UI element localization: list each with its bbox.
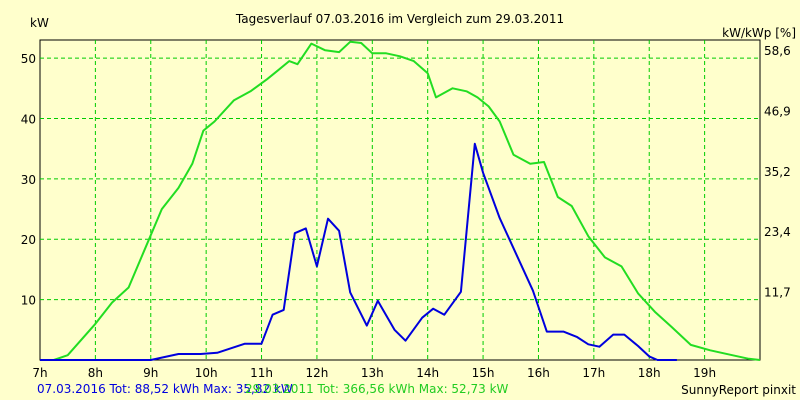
- y-tick-label-left: 10: [21, 294, 36, 308]
- x-tick-label: 9h: [143, 366, 158, 380]
- series-line-2016: [40, 142, 677, 361]
- y-tick-label-right: 46,9: [764, 104, 791, 118]
- y-tick-label-left: 50: [21, 52, 36, 66]
- y-tick-label-left: 40: [21, 112, 36, 126]
- series-line-2011: [40, 40, 761, 361]
- y-tick-label-left: 30: [21, 173, 36, 187]
- y-tick-label-right: 35,2: [764, 165, 791, 179]
- chart-title: Tagesverlauf 07.03.2016 im Vergleich zum…: [235, 12, 564, 26]
- tick-labels: 7h 8h 9h 10h 11h 12h 13h 14h 15h 16h 17h 18h 19h 10 11…: [21, 44, 791, 380]
- x-tick-label: 19h: [693, 366, 716, 380]
- grid: [40, 40, 760, 360]
- x-tick-label: 8h: [88, 366, 103, 380]
- y-axis-label-right: kW/kWp [%]: [722, 26, 796, 40]
- y-tick-label-left: 20: [21, 233, 36, 247]
- y-tick-label-right: 23,4: [764, 225, 791, 239]
- legend-series-2: 29.03.2011 Tot: 366,56 kWh Max: 52,73 kW: [245, 382, 509, 396]
- y-tick-label-right: 58,6: [764, 44, 791, 58]
- y-axis-label-left: kW: [30, 16, 49, 30]
- x-tick-label: 17h: [582, 366, 605, 380]
- x-tick-label: 13h: [361, 366, 384, 380]
- x-tick-label: 11h: [250, 366, 273, 380]
- legend-series-1: 07.03.2016 Tot: 88,52 kWh Max: 35,82 kW: [37, 382, 293, 396]
- x-tick-label: 15h: [472, 366, 495, 380]
- x-tick-label: 7h: [32, 366, 47, 380]
- y-tick-label-right: 11,7: [764, 286, 791, 300]
- x-tick-label: 18h: [638, 366, 661, 380]
- x-tick-label: 16h: [527, 366, 550, 380]
- series-lines: [40, 40, 761, 361]
- x-tick-label: 10h: [195, 366, 218, 380]
- plot-area: [39, 39, 761, 361]
- x-tick-label: 12h: [305, 366, 328, 380]
- credit-label: SunnyReport pinxit: [681, 383, 796, 397]
- x-tick-label: 14h: [416, 366, 439, 380]
